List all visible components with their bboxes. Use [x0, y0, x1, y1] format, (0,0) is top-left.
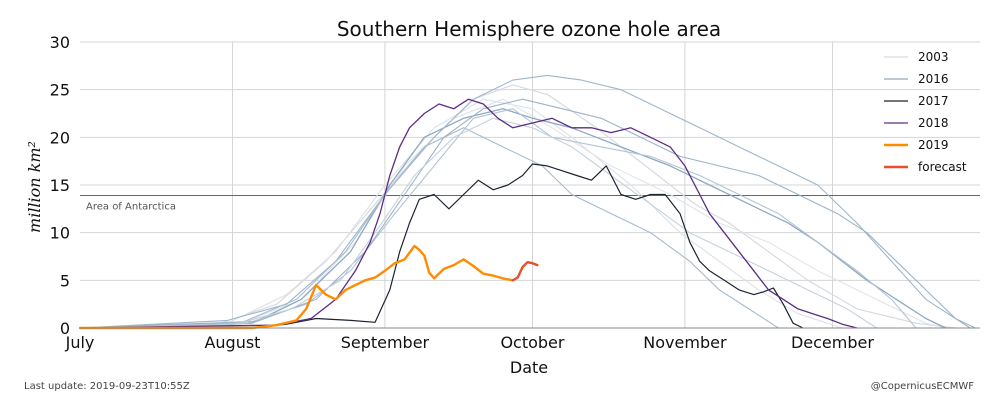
y-tick-label: 15: [50, 176, 70, 195]
antarctica-reference-label: Area of Antarctica: [86, 201, 176, 212]
antarctica-reference: Area of Antarctica: [80, 194, 980, 212]
last-update-text: Last update: 2019-09-23T10:55Z: [24, 381, 190, 392]
x-tick-label: September: [341, 333, 430, 352]
y-tick-label: 25: [50, 81, 70, 100]
y-tick-label: 30: [50, 33, 70, 52]
series-line-2018: [79, 98, 858, 329]
series-line-unlabeled: [79, 127, 779, 329]
series-line-unlabeled: [79, 108, 917, 329]
series-lines: [78, 74, 976, 330]
legend-label-2017: 2017: [918, 94, 949, 108]
series-line-2003: [79, 84, 956, 329]
y-tick-label: 5: [60, 271, 70, 290]
y-tick-label: 20: [50, 128, 70, 147]
legend-label-2003: 2003: [918, 50, 949, 64]
y-tick-label: 10: [50, 224, 70, 243]
credit-text: @CopernicusECMWF: [870, 381, 974, 392]
y-tick-label: 0: [60, 319, 70, 338]
x-tick-label: October: [500, 333, 564, 352]
series-line-unlabeled: [79, 74, 976, 329]
legend-label-2018: 2018: [918, 116, 949, 130]
series-line-unlabeled: [79, 117, 878, 329]
series-line-unlabeled: [79, 98, 843, 329]
series-line-2019: [78, 244, 514, 330]
x-tick-label: November: [643, 333, 727, 352]
legend-label-2019: 2019: [918, 138, 949, 152]
x-axis-label: Date: [510, 358, 548, 377]
legend-label-2016: 2016: [918, 72, 949, 86]
series-line-2017: [79, 163, 804, 329]
x-tick-label: July: [65, 333, 95, 352]
chart-title: Southern Hemisphere ozone hole area: [337, 17, 721, 41]
series-line-2016: [79, 108, 947, 329]
series-line-unlabeled: [79, 98, 947, 329]
x-tick-label: December: [791, 333, 874, 352]
legend: 2003 2016 2017 2018 2019 forecast: [884, 50, 967, 174]
x-tick-label: August: [204, 333, 260, 352]
series-line-forecast: [511, 261, 539, 282]
y-axis-label: million km²: [25, 141, 44, 233]
series-line-unlabeled: [79, 98, 971, 329]
legend-label-forecast: forecast: [918, 160, 967, 174]
grid: [80, 41, 980, 329]
axes: 0 5 10 15 20 25 30 July August September October No…: [50, 33, 980, 352]
